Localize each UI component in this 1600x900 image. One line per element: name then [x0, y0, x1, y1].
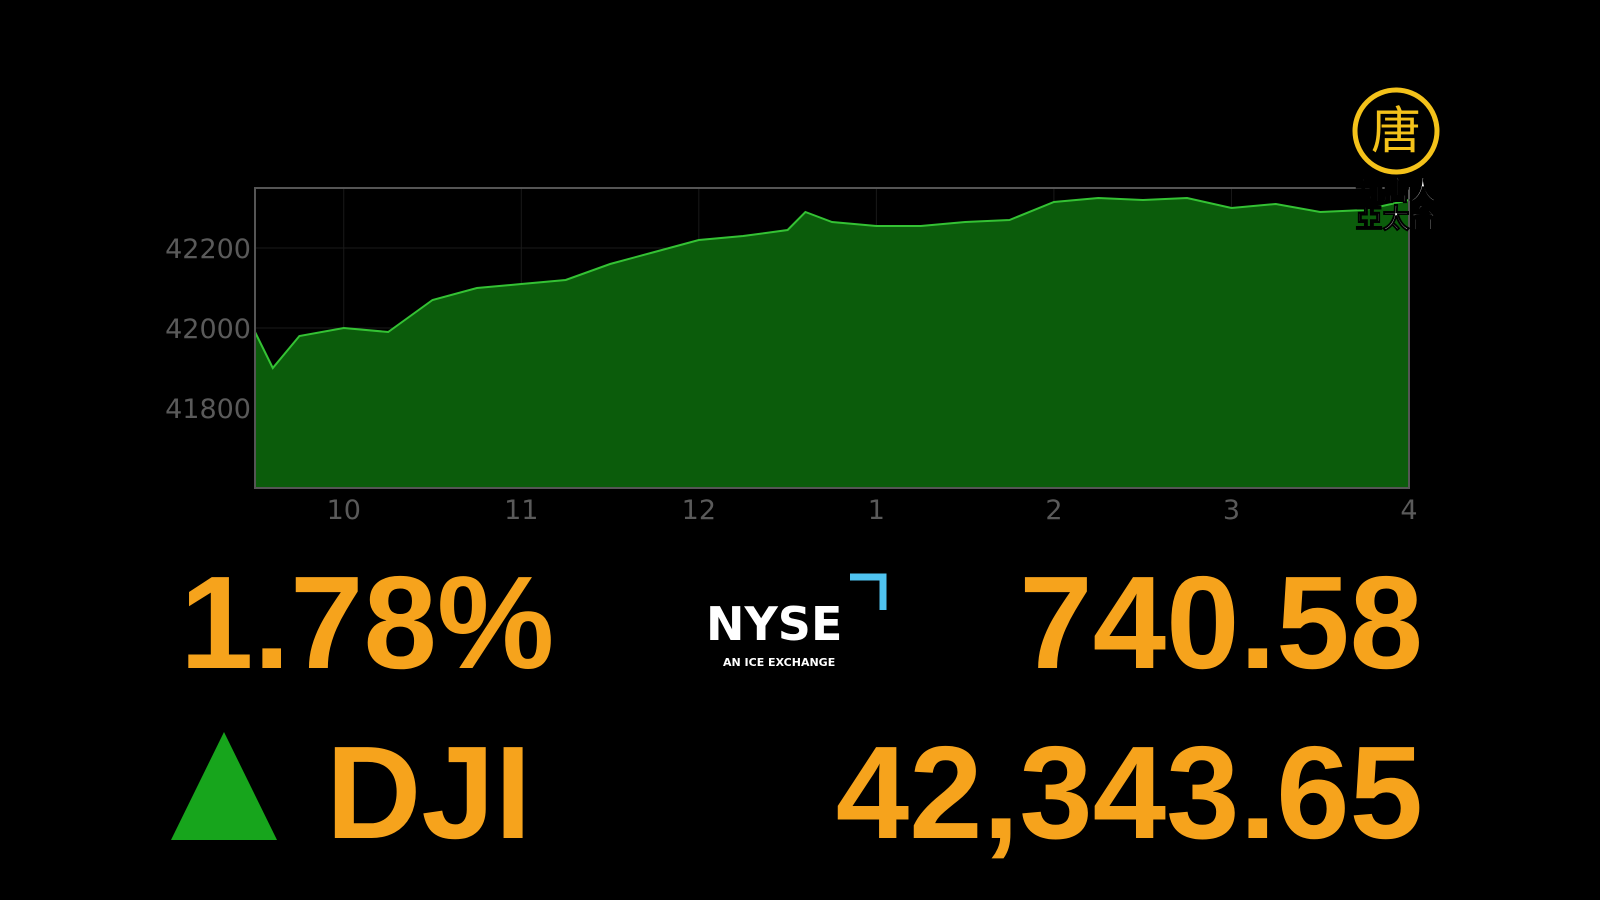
change-points: 740.58 [1019, 549, 1423, 696]
exchange-name: NYSE [706, 597, 842, 651]
y-tick-label: 42000 [165, 314, 251, 345]
exchange-tagline: AN ICE EXCHANGE [723, 656, 835, 669]
channel-emblem: 唐 [1371, 102, 1421, 160]
plot-frame [254, 187, 1410, 489]
x-tick-label: 3 [1223, 495, 1240, 526]
x-tick-label: 11 [504, 495, 538, 526]
area-fill [255, 198, 1409, 488]
y-tick-label: 41800 [165, 394, 251, 425]
y-tick-label: 42200 [165, 234, 251, 265]
x-tick-label: 2 [1045, 495, 1062, 526]
up-arrow [171, 732, 277, 840]
x-tick-label: 1 [868, 495, 885, 526]
area-line [254, 196, 1410, 370]
channel-name: 新唐人 [1356, 175, 1437, 207]
channel-region: 亞太台 [1356, 203, 1437, 235]
x-tick-label: 4 [1400, 495, 1417, 526]
symbol: DJI [326, 719, 531, 866]
index-value: 42,343.65 [836, 719, 1423, 866]
exchange-mark [850, 573, 887, 610]
change-percent: 1.78% [180, 549, 554, 696]
channel-emblem-ring [1352, 87, 1440, 175]
x-tick-label: 10 [327, 495, 361, 526]
x-tick-label: 12 [682, 495, 716, 526]
